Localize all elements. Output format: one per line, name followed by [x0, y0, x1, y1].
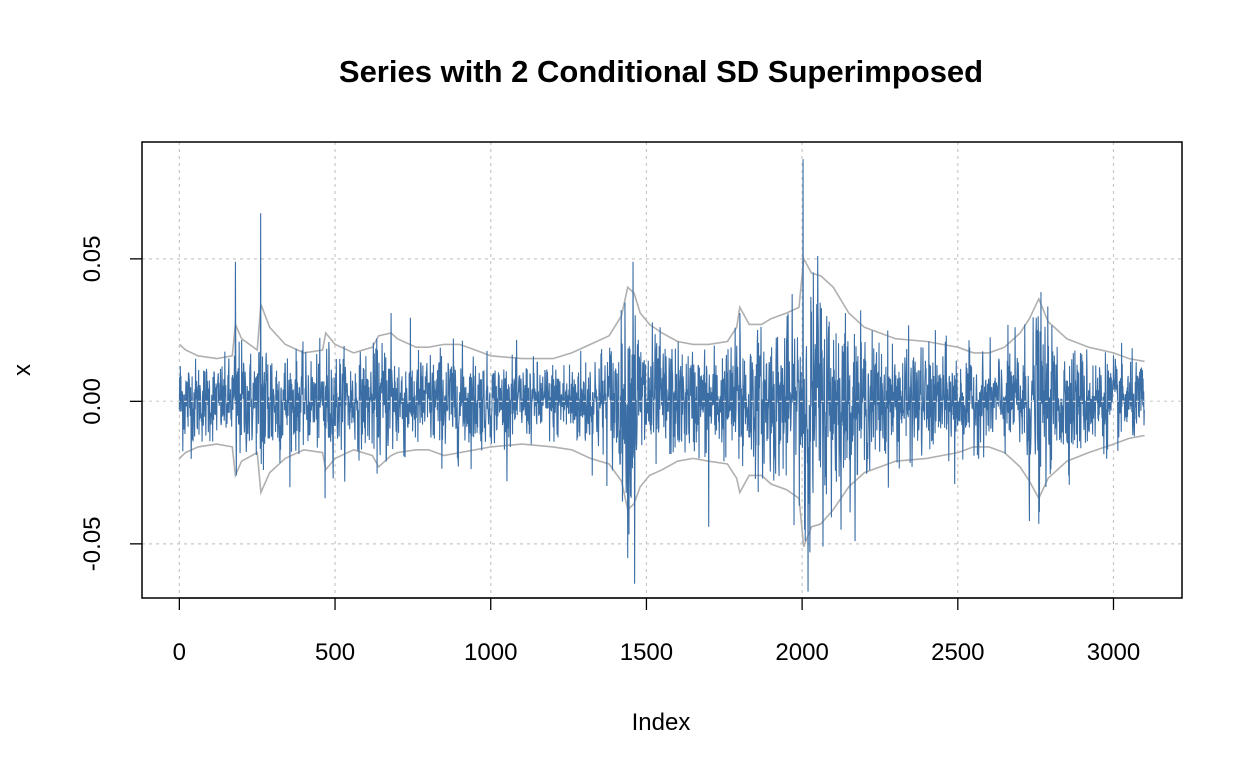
chart-title: Series with 2 Conditional SD Superimpose…	[339, 54, 983, 89]
x-tick-label: 3000	[1087, 639, 1140, 666]
x-axis-label: Index	[632, 709, 691, 736]
lower-sd-band	[178, 434, 1145, 547]
sd-bands	[178, 256, 1145, 547]
y-tick-label: 0.05	[79, 235, 106, 282]
upper-sd-band	[178, 256, 1145, 363]
x-tick-label: 0	[173, 639, 186, 666]
y-tick-label: 0.00	[79, 378, 106, 425]
returns-series	[142, 159, 1182, 592]
returns-line	[178, 159, 1145, 592]
plot-frame	[141, 141, 1183, 599]
x-axis: 0 500 1000 1500 2000 2500 3000	[173, 597, 1140, 666]
x-tick-label: 2500	[931, 639, 984, 666]
x-tick-label: 2000	[775, 639, 828, 666]
x-tick-label: 1000	[464, 639, 517, 666]
grid	[142, 142, 1182, 598]
x-tick-label: 500	[315, 639, 355, 666]
y-tick-label: -0.05	[79, 516, 106, 571]
y-axis-label: x	[9, 364, 36, 376]
y-axis: -0.05 0.00 0.05	[79, 235, 142, 571]
x-tick-label: 1500	[620, 639, 673, 666]
